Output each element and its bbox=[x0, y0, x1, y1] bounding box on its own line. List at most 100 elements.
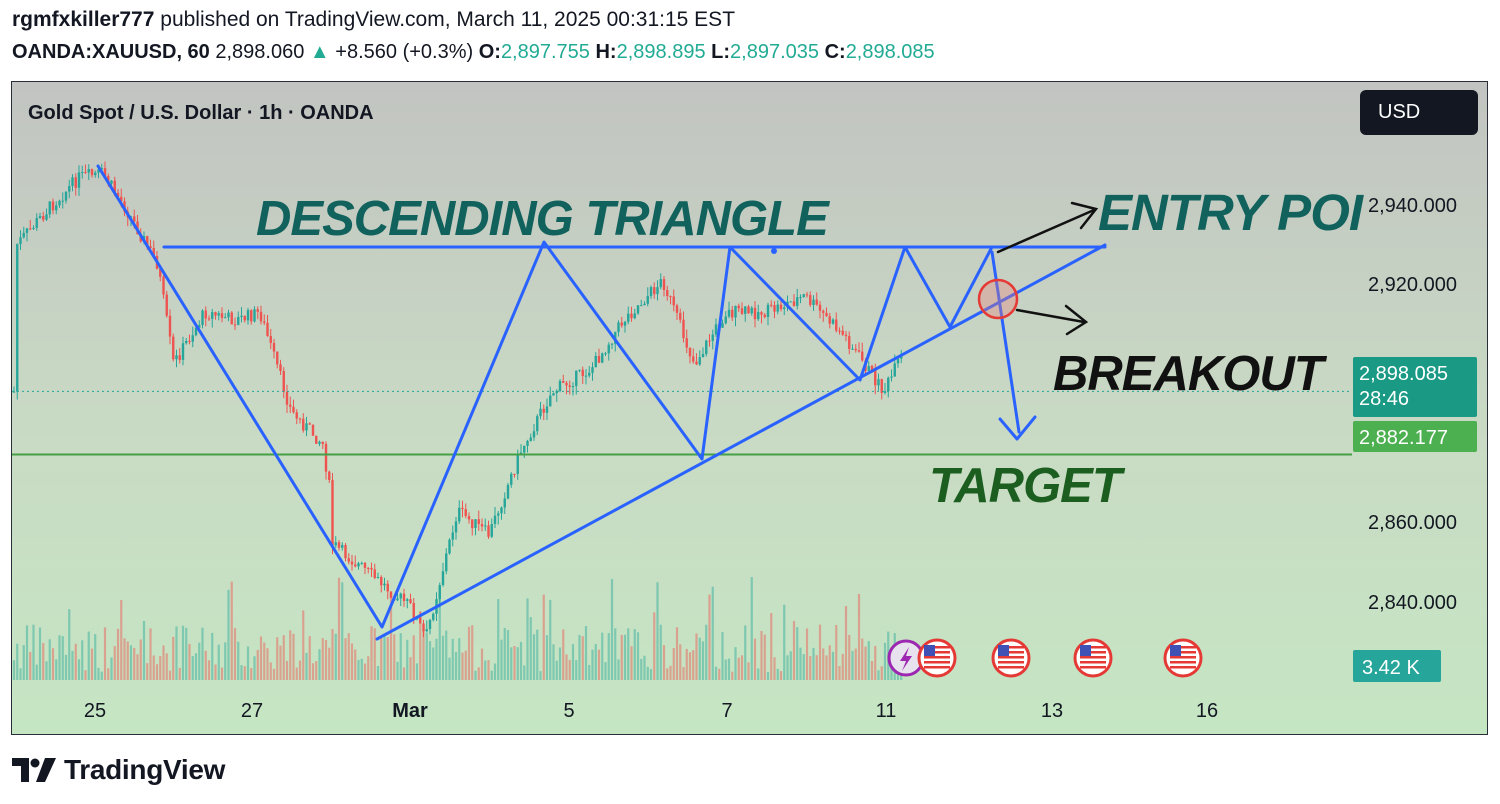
candle-body bbox=[552, 393, 555, 396]
volume-bar bbox=[653, 612, 656, 680]
candle-body bbox=[324, 443, 328, 472]
volume-bar bbox=[838, 666, 841, 680]
us-flag-event-icon[interactable] bbox=[991, 638, 1031, 678]
candle-body bbox=[272, 342, 276, 352]
candle-body bbox=[402, 593, 406, 601]
candle-body bbox=[623, 321, 627, 326]
volume-bar bbox=[142, 620, 146, 680]
volume-bar bbox=[373, 628, 376, 680]
entry-label[interactable]: ENTRY POI bbox=[1098, 184, 1366, 241]
volume-bar bbox=[724, 659, 727, 680]
candle-body bbox=[19, 237, 22, 245]
volume-bar bbox=[620, 634, 623, 680]
volume-bar bbox=[792, 621, 796, 680]
event-markers[interactable] bbox=[887, 638, 1203, 678]
tradingview-branding[interactable]: TradingView bbox=[12, 754, 225, 786]
volume-bar bbox=[246, 646, 250, 680]
candle-body bbox=[110, 180, 113, 184]
us-flag-event-icon[interactable] bbox=[1073, 638, 1113, 678]
volume-bar bbox=[796, 627, 799, 680]
chart-frame[interactable]: DESCENDING TRIANGLE ENTRY POI BREAKOUT T… bbox=[11, 81, 1488, 735]
candle-body bbox=[474, 519, 477, 529]
candle-body bbox=[578, 369, 581, 371]
last-price-badge[interactable] bbox=[1353, 357, 1477, 417]
candle-body bbox=[815, 299, 818, 305]
volume-bar bbox=[870, 661, 874, 680]
target-label[interactable]: TARGET bbox=[929, 459, 1127, 513]
volume-bar bbox=[744, 625, 747, 680]
volume-bar bbox=[68, 609, 71, 680]
candle-body bbox=[360, 562, 363, 564]
anchor-point[interactable] bbox=[771, 248, 777, 254]
volume-bar bbox=[802, 654, 805, 680]
candle-body bbox=[207, 318, 211, 320]
pattern-label[interactable]: DESCENDING TRIANGLE bbox=[256, 192, 831, 246]
volume-bar bbox=[441, 635, 445, 680]
bar-countdown: 28:46 bbox=[1359, 388, 1409, 410]
volume-bar bbox=[789, 651, 792, 680]
candle-body bbox=[773, 305, 776, 312]
open-value: 2,897.755 bbox=[500, 41, 590, 63]
candle-body bbox=[633, 313, 636, 319]
volume-bar bbox=[25, 625, 29, 680]
volume-bar bbox=[513, 645, 516, 680]
candle-body bbox=[812, 299, 815, 305]
candle-body bbox=[542, 408, 545, 413]
us-flag-event-icon[interactable] bbox=[1163, 638, 1203, 678]
price-chart[interactable]: DESCENDING TRIANGLE ENTRY POI BREAKOUT T… bbox=[12, 82, 1488, 735]
breakout-circle-marker[interactable] bbox=[977, 278, 1019, 320]
candle-body bbox=[441, 571, 445, 586]
candle-body bbox=[714, 324, 718, 335]
candle-body bbox=[233, 324, 237, 326]
x-tick-label: 7 bbox=[721, 700, 732, 722]
volume-bar bbox=[344, 638, 347, 680]
volume-bar bbox=[809, 656, 812, 680]
candle-body bbox=[16, 244, 19, 392]
volume-bar bbox=[412, 635, 415, 680]
volume-bar bbox=[467, 626, 471, 680]
volume-badge[interactable] bbox=[1353, 650, 1441, 682]
candle-body bbox=[484, 525, 487, 527]
candle-body bbox=[165, 294, 168, 316]
candle-body bbox=[32, 227, 35, 229]
target-price-badge[interactable] bbox=[1353, 421, 1477, 452]
breakout-arrow-line[interactable] bbox=[990, 250, 1021, 434]
volume-bar bbox=[484, 660, 487, 680]
candle-body bbox=[649, 287, 653, 297]
candle-body bbox=[279, 364, 282, 372]
candle-body bbox=[617, 322, 620, 332]
x-tick-label: 16 bbox=[1196, 700, 1218, 722]
candle-body bbox=[737, 305, 740, 309]
candle-body bbox=[337, 542, 341, 548]
author-name[interactable]: rgmfxkiller777 bbox=[12, 8, 155, 31]
candle-body bbox=[168, 315, 172, 337]
breakout-label[interactable]: BREAKOUT bbox=[1053, 347, 1329, 401]
symbol-name[interactable]: OANDA:XAUUSD, 60 bbox=[12, 41, 210, 63]
candle-body bbox=[461, 507, 464, 510]
volume-bar bbox=[760, 630, 763, 680]
currency-button[interactable]: USD bbox=[1360, 90, 1478, 135]
volume-bar bbox=[279, 645, 282, 680]
volume-bar bbox=[149, 628, 152, 680]
us-flag-event-icon[interactable] bbox=[917, 638, 957, 678]
volume-bar bbox=[757, 668, 760, 680]
candle-body bbox=[259, 311, 263, 322]
candle-body bbox=[246, 310, 250, 321]
time-axis[interactable]: 25 27 Mar 5 7 11 13 16 bbox=[84, 700, 1218, 722]
volume-bar bbox=[97, 667, 100, 680]
volume-bar bbox=[90, 648, 94, 680]
candle-body bbox=[698, 357, 701, 365]
candle-body bbox=[162, 276, 165, 295]
volume-bar bbox=[818, 624, 822, 680]
candle-body bbox=[779, 304, 783, 310]
volume-bar bbox=[386, 637, 389, 680]
candle-body bbox=[890, 376, 893, 378]
volume-bar bbox=[409, 657, 412, 680]
volume-bar bbox=[630, 646, 633, 680]
candle-body bbox=[601, 353, 604, 363]
volume-bar bbox=[672, 648, 675, 680]
volume-bar bbox=[503, 628, 506, 680]
volume-bar bbox=[607, 633, 610, 680]
candle-body bbox=[458, 507, 461, 522]
price-path-drawing[interactable] bbox=[96, 164, 994, 629]
